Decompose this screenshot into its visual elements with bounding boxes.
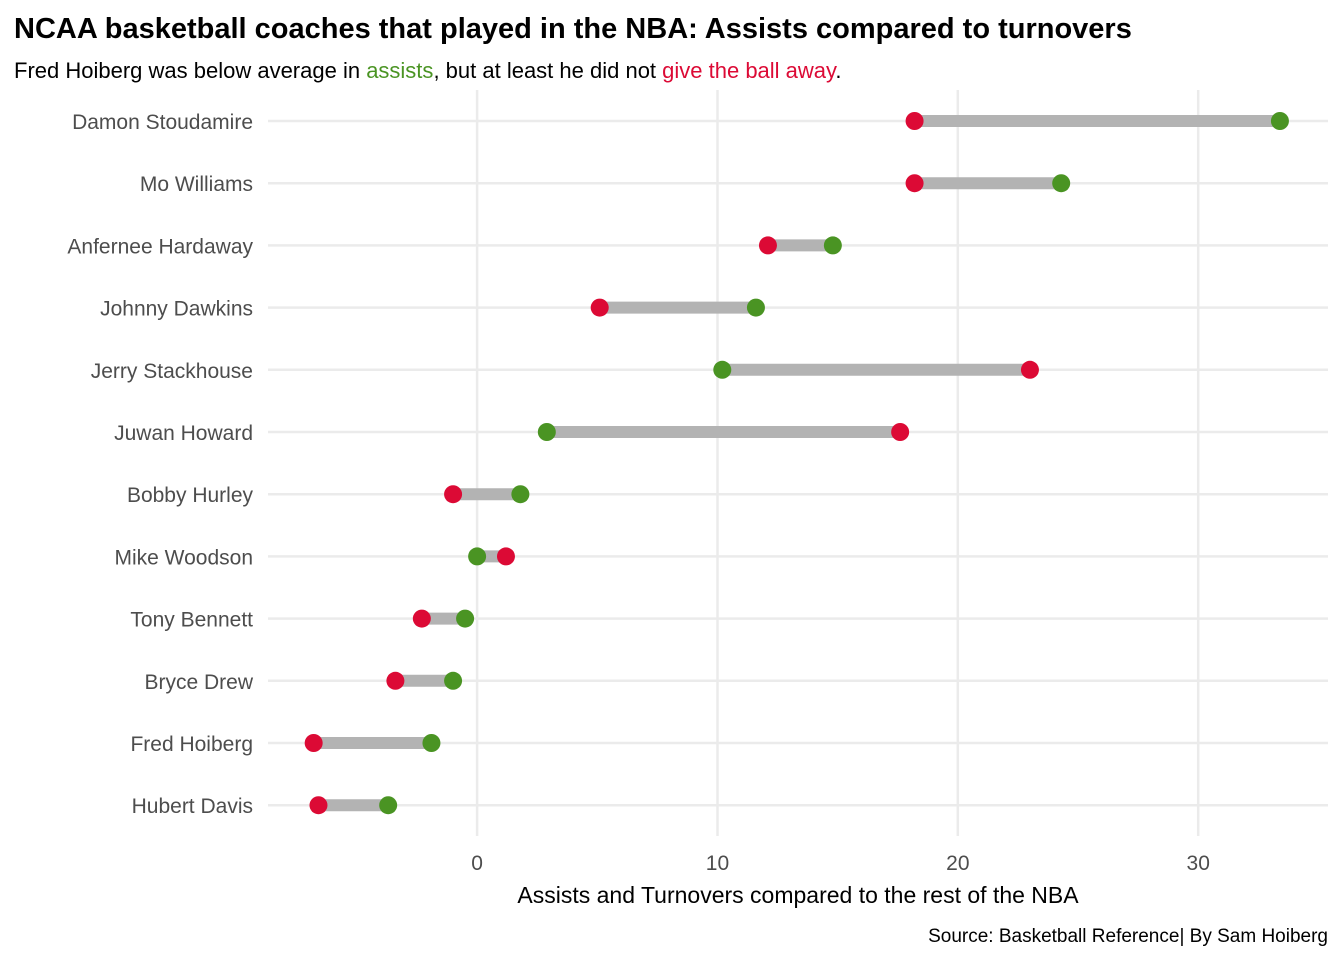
turnover-point: [891, 423, 910, 441]
chart-title: NCAA basketball coaches that played in t…: [14, 13, 1132, 45]
y-axis-tick-labels: Damon Stoudamire Mo Williams Anfernee Hard…: [67, 111, 253, 818]
assist-point: [511, 485, 530, 504]
turnover-point: [590, 298, 609, 317]
horizontal-gridlines: [268, 119, 1328, 807]
assist-point: [713, 360, 732, 379]
chart-caption: Source: Basketball Reference| By Sam Hoi…: [928, 926, 1328, 947]
dumbbell-points: [304, 112, 1289, 815]
y-tick-label: Anfernee Hardaway: [67, 235, 253, 258]
dumbbell-segments: [313, 115, 1280, 812]
assist-point: [379, 796, 398, 815]
x-tick-label: 30: [1187, 852, 1210, 875]
y-tick-label: Mike Woodson: [114, 546, 253, 569]
turnover-point: [758, 236, 777, 255]
x-axis-label: Assists and Turnovers compared to the re…: [517, 882, 1079, 908]
assist-point: [746, 298, 765, 317]
assist-point: [1270, 112, 1289, 130]
assist-point: [1052, 174, 1071, 193]
turnover-point: [905, 112, 924, 130]
y-tick-label: Fred Hoiberg: [130, 733, 253, 756]
assist-point: [537, 423, 556, 441]
assist-point: [468, 547, 487, 566]
y-tick-label: Tony Bennett: [130, 609, 253, 632]
x-tick-label: 20: [946, 852, 969, 875]
turnover-point: [1020, 360, 1039, 379]
x-axis-tick-labels: 0 10 20 30: [471, 852, 1210, 875]
turnover-point: [496, 547, 515, 566]
turnover-point: [444, 485, 463, 504]
y-tick-label: Mo Williams: [140, 173, 253, 196]
vertical-gridlines: [475, 90, 1200, 836]
y-tick-label: Bobby Hurley: [127, 484, 254, 507]
y-tick-label: Hubert Davis: [132, 795, 253, 818]
subtitle-suffix: .: [835, 58, 841, 83]
x-tick-label: 0: [471, 852, 483, 875]
assist-point: [444, 671, 463, 690]
y-tick-label: Johnny Dawkins: [100, 298, 253, 321]
subtitle-middle: , but at least he did not: [433, 58, 662, 83]
assist-point: [456, 609, 475, 628]
turnover-point: [309, 796, 328, 815]
subtitle-prefix: Fred Hoiberg was below average in: [14, 58, 366, 83]
subtitle-turnovers-phrase: give the ball away: [662, 58, 837, 83]
assist-point: [823, 236, 842, 255]
y-tick-label: Jerry Stackhouse: [91, 360, 253, 383]
turnover-point: [304, 734, 323, 752]
assist-point: [422, 734, 441, 752]
y-tick-label: Juwan Howard: [114, 422, 253, 445]
x-tick-label: 10: [706, 852, 729, 875]
subtitle-assists-word: assists: [366, 58, 433, 83]
turnover-point: [905, 174, 924, 193]
turnover-point: [386, 671, 405, 690]
y-tick-label: Damon Stoudamire: [72, 111, 253, 134]
chart-subtitle: Fred Hoiberg was below average in assist…: [14, 58, 842, 83]
turnover-point: [412, 609, 431, 628]
y-tick-label: Bryce Drew: [144, 671, 253, 694]
